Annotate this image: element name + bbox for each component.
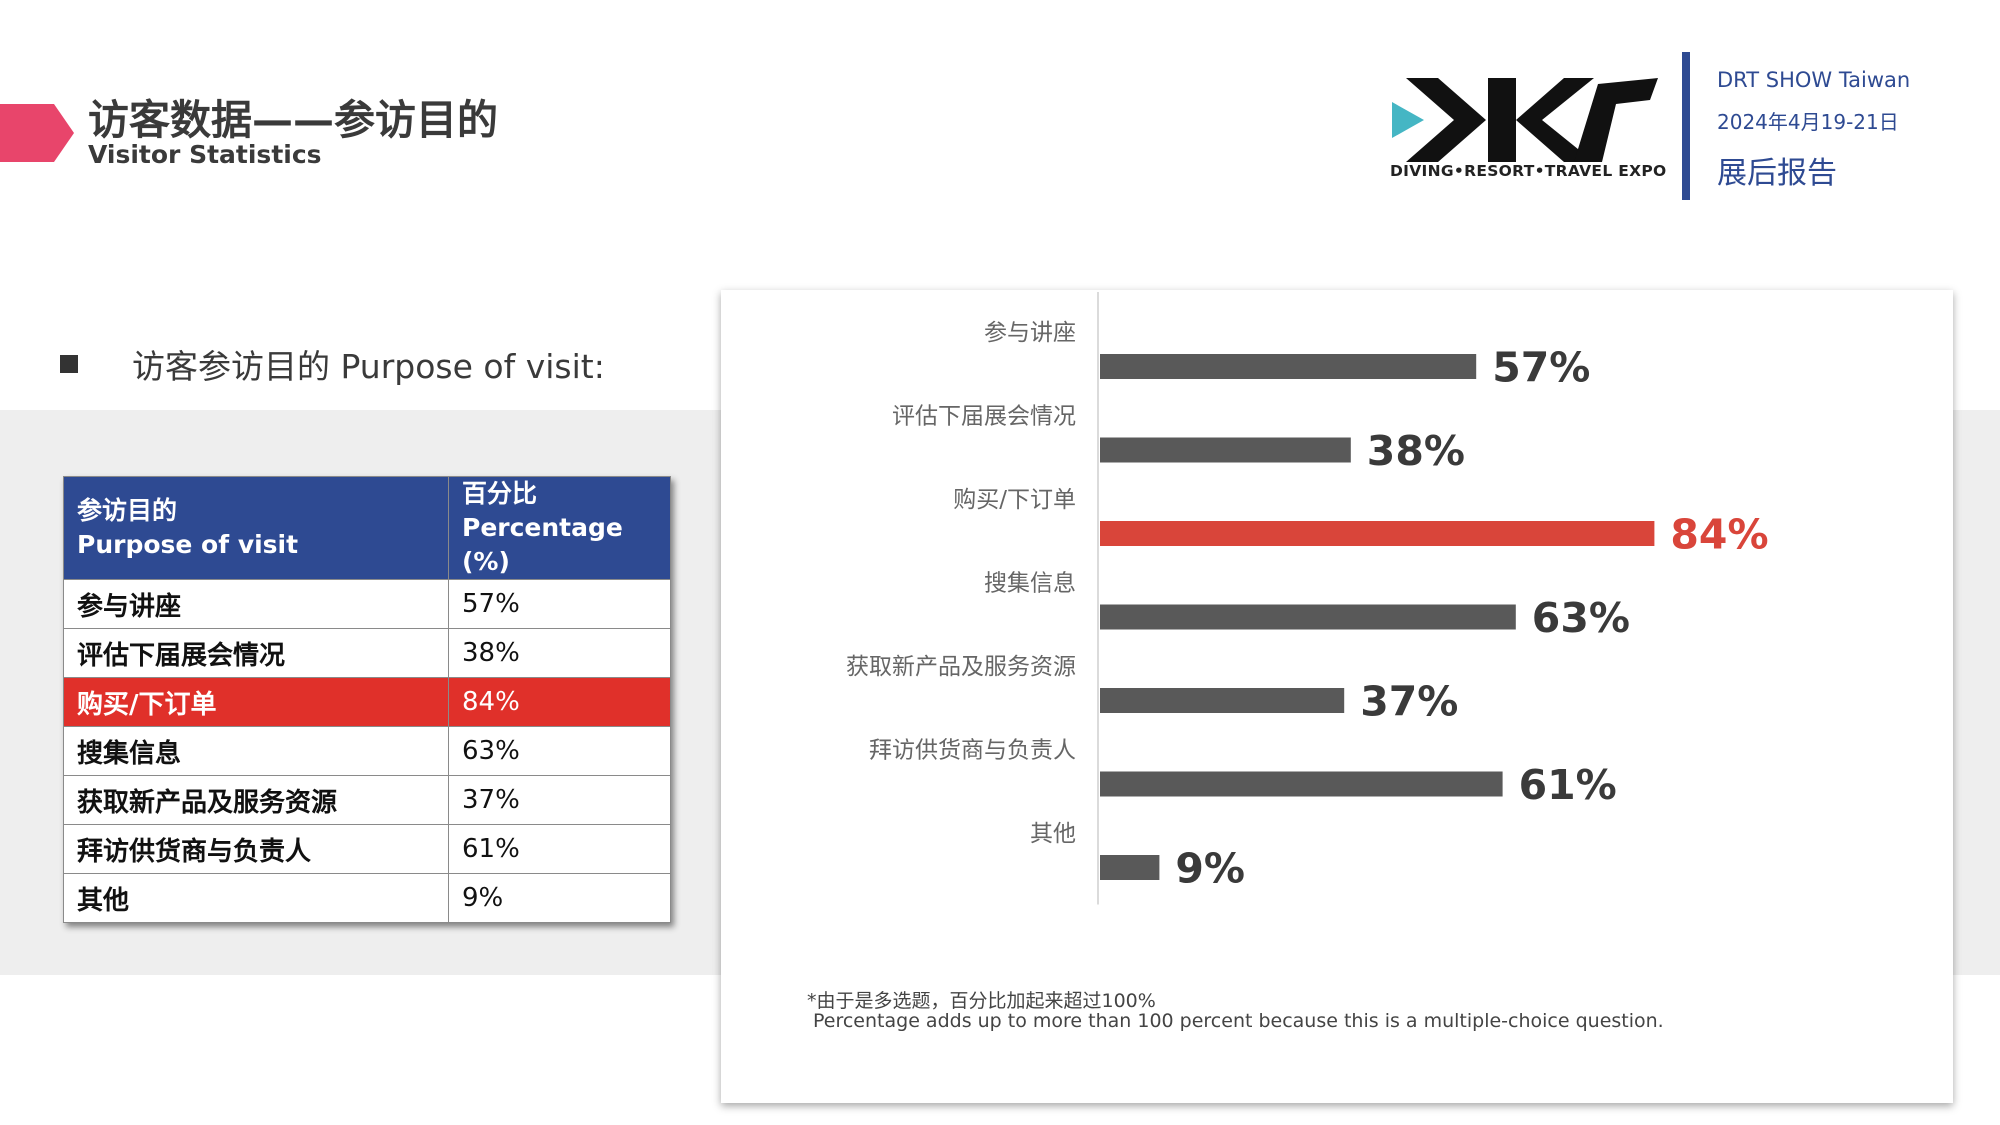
table-cell-purpose: 参与讲座 [63, 579, 449, 629]
category-label: 购买/下订单 [953, 487, 1076, 513]
table-cell-purpose: 评估下届展会情况 [63, 628, 449, 678]
page-subtitle: Visitor Statistics [88, 140, 322, 169]
bar [1100, 437, 1351, 463]
drt-logo-icon [1392, 78, 1658, 162]
bar [1100, 855, 1160, 880]
table-row: 评估下届展会情况 38% [63, 628, 671, 678]
table-cell-pct: 57% [448, 579, 671, 629]
report-label: 展后报告 [1717, 156, 1837, 191]
category-label: 评估下届展会情况 [892, 404, 1076, 430]
value-label: 84% [1670, 511, 1768, 559]
table-header-row: 参访目的 Purpose of visit 百分比 Percentage (%) [63, 476, 671, 580]
category-label: 拜访供货商与负责人 [869, 738, 1076, 764]
table-row: 购买/下订单 84% [63, 677, 671, 727]
table-cell-pct: 38% [448, 628, 671, 678]
section-heading: 访客参访目的 Purpose of visit: [132, 347, 605, 386]
logo-subtitle: DIVING•RESORT•TRAVEL EXPO [1390, 162, 1667, 180]
bar [1100, 688, 1345, 713]
header-purpose-en: Purpose of visit [77, 530, 299, 559]
accent-arrow-icon [0, 104, 74, 162]
table-row: 其他 9% [63, 873, 671, 923]
header-pct-cn: 百分比 [462, 479, 538, 508]
header-divider [1682, 52, 1690, 200]
table-cell-pct: 84% [448, 677, 671, 727]
header-purpose-cn: 参访目的 [77, 496, 178, 525]
show-name: DRT SHOW Taiwan [1717, 68, 1911, 92]
table-row: 获取新产品及服务资源 37% [63, 775, 671, 825]
header-pct-en: Percentage (%) [462, 513, 623, 576]
bar-chart: 参与讲座 57% 评估下届展会情况 38% 购买/下订单 84% 搜集信息 63% 获取新产品及… [846, 292, 1769, 905]
bullet-square-icon [60, 355, 78, 373]
table-cell-pct: 37% [448, 775, 671, 825]
table-cell-purpose: 获取新产品及服务资源 [63, 775, 449, 825]
value-label: 63% [1532, 594, 1630, 642]
category-label: 获取新产品及服务资源 [846, 654, 1076, 680]
value-label: 61% [1519, 761, 1617, 809]
table-cell-purpose: 搜集信息 [63, 726, 449, 776]
value-label: 38% [1367, 427, 1465, 475]
table-row: 搜集信息 63% [63, 726, 671, 776]
table-row: 拜访供货商与负责人 61% [63, 824, 671, 874]
table-cell-purpose: 其他 [63, 873, 449, 923]
table-row: 参与讲座 57% [63, 579, 671, 629]
table-cell-pct: 63% [448, 726, 671, 776]
purpose-table: 参访目的 Purpose of visit 百分比 Percentage (%)… [63, 476, 671, 923]
bar [1100, 354, 1477, 379]
table-cell-pct: 61% [448, 824, 671, 874]
chart-card: 参与讲座 57% 评估下届展会情况 38% 购买/下订单 84% 搜集信息 63% 获取新产品及… [721, 290, 1953, 1103]
page-title: 访客数据——参访目的 [88, 96, 498, 144]
bar [1100, 521, 1655, 546]
bar [1100, 604, 1516, 630]
table-cell-pct: 9% [448, 873, 671, 923]
value-label: 57% [1492, 344, 1590, 392]
footnote-en: Percentage adds up to more than 100 perc… [813, 1010, 1664, 1032]
header-percentage: 百分比 Percentage (%) [448, 476, 671, 580]
bar [1100, 771, 1503, 797]
footnote-cn: *由于是多选题，百分比加起来超过100% [807, 990, 1156, 1012]
category-label: 其他 [1030, 821, 1076, 847]
value-label: 37% [1360, 678, 1458, 726]
table-cell-purpose: 拜访供货商与负责人 [63, 824, 449, 874]
show-date: 2024年4月19-21日 [1717, 110, 1899, 134]
category-label: 参与讲座 [984, 320, 1076, 346]
header-purpose: 参访目的 Purpose of visit [63, 476, 449, 580]
table-cell-purpose: 购买/下订单 [63, 677, 449, 727]
category-label: 搜集信息 [984, 571, 1076, 597]
value-label: 9% [1175, 845, 1245, 893]
